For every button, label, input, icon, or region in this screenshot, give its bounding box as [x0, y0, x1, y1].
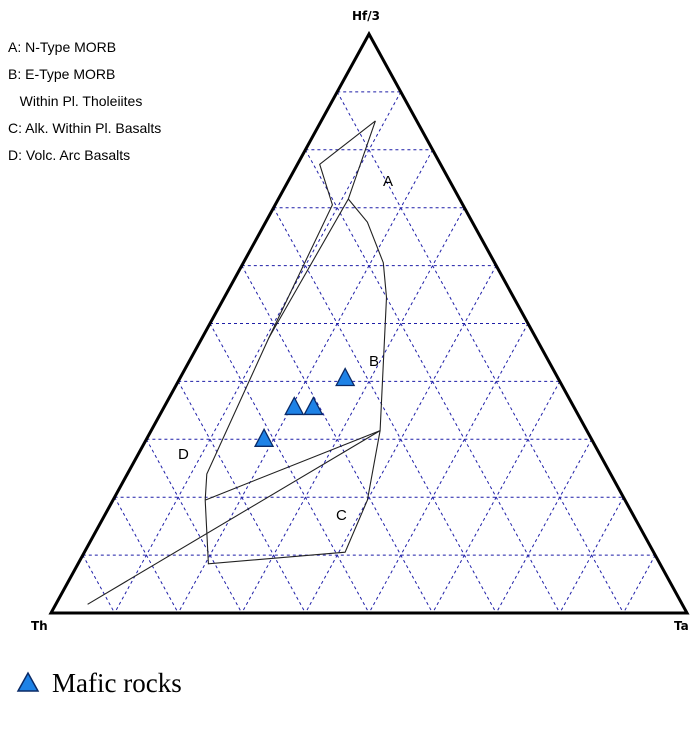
series-legend-label: Mafic rocks: [52, 668, 182, 698]
grid-line: [622, 554, 656, 614]
data-point: [335, 367, 356, 387]
grid-line: [336, 91, 624, 614]
field-legend-c: C: Alk. Within Pl. Basalts: [8, 120, 161, 136]
field-legend-b: B: E-Type MORB: [8, 66, 115, 82]
field-boundary-line: [204, 198, 388, 501]
field-legend: A: N-Type MORB B: E-Type MORB Within Pl.…: [8, 39, 161, 163]
vertex-label-left: Th: [31, 619, 48, 633]
series-legend-marker: [16, 671, 40, 692]
field-legend-d: D: Volc. Arc Basalts: [8, 147, 130, 163]
grid-line: [273, 207, 497, 614]
field-boundaries: [87, 120, 388, 605]
field-boundary-line: [204, 430, 381, 565]
field-label-b: B: [369, 353, 379, 370]
data-points: [253, 367, 356, 447]
ternary-frame: [48, 30, 690, 615]
grid-line: [145, 439, 243, 614]
data-point: [284, 396, 305, 416]
grid-line: [368, 323, 529, 614]
series-legend: Mafic rocks: [16, 668, 182, 698]
field-label-a: A: [383, 173, 393, 190]
data-point: [303, 396, 324, 416]
grid-line: [82, 554, 116, 614]
vertex-label-right: Ta: [674, 619, 689, 633]
field-boundary-line: [87, 430, 381, 605]
data-point: [253, 427, 275, 447]
grid-line: [209, 323, 370, 614]
grid-line: [304, 149, 561, 614]
grid-line: [177, 149, 434, 614]
vertex-label-top: Hf/3: [352, 9, 380, 23]
grid-line: [241, 207, 465, 614]
grid-lines: [82, 91, 656, 614]
field-boundary-line: [204, 120, 376, 501]
field-label-d: D: [178, 446, 189, 463]
field-legend-a: A: N-Type MORB: [8, 39, 116, 55]
field-label-c: C: [336, 507, 347, 524]
field-legend-b-cont: Within Pl. Tholeiites: [8, 93, 142, 109]
grid-line: [495, 439, 593, 614]
